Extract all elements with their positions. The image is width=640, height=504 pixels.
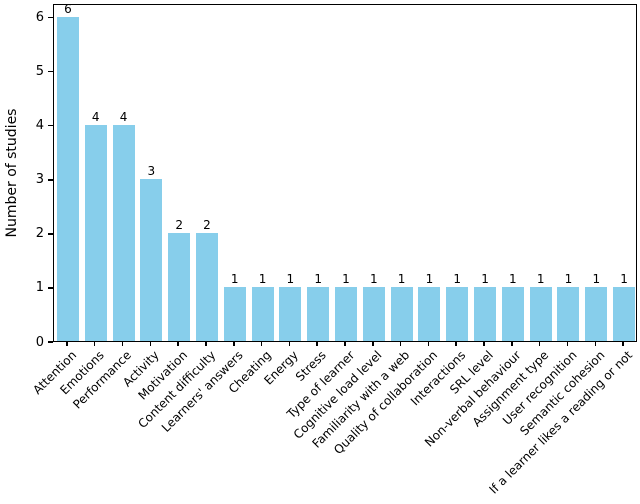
- x-tick-mark: [205, 342, 207, 346]
- bar: [251, 286, 274, 341]
- bar: [501, 286, 524, 341]
- y-tick-label: 4: [35, 118, 44, 134]
- bar-value-label: 1: [564, 271, 573, 286]
- y-tick-mark: [48, 16, 53, 19]
- bar: [446, 286, 469, 341]
- y-tick-mark: [48, 70, 53, 73]
- x-tick-mark: [316, 342, 318, 346]
- x-tick-mark: [260, 342, 263, 346]
- bar-value-label: 1: [425, 271, 434, 286]
- bar: [474, 286, 497, 341]
- x-tick-mark: [566, 342, 569, 346]
- x-tick-mark: [149, 342, 152, 346]
- x-tick-mark: [594, 342, 597, 346]
- x-tick-mark: [233, 342, 235, 346]
- bar-value-label: 1: [481, 271, 489, 286]
- bar: [140, 178, 163, 341]
- y-tick-mark: [48, 341, 53, 343]
- y-tick-label: 2: [35, 226, 44, 242]
- x-tick-mark: [93, 342, 96, 346]
- bar-value-label: 1: [258, 271, 267, 286]
- bar-value-label: 1: [509, 271, 517, 286]
- bar-value-label: 4: [119, 109, 128, 124]
- bar-value-label: 6: [64, 1, 72, 16]
- bar-value-label: 1: [230, 271, 239, 286]
- y-tick-label: 0: [35, 334, 44, 350]
- bar: [613, 286, 636, 341]
- bar-value-label: 1: [620, 271, 628, 286]
- bar: [307, 286, 330, 341]
- y-tick-label: 6: [35, 10, 44, 26]
- bar: [335, 286, 357, 341]
- bar: [529, 286, 552, 341]
- x-tick-mark: [66, 342, 68, 346]
- bar: [84, 124, 107, 341]
- bar: [223, 286, 246, 341]
- bar-value-label: 1: [397, 271, 406, 286]
- bar: [557, 286, 580, 341]
- bar-value-label: 4: [91, 109, 100, 124]
- bar: [168, 232, 191, 341]
- bar: [362, 286, 385, 341]
- y-tick-label: 3: [35, 172, 44, 188]
- x-tick-mark: [483, 342, 485, 346]
- y-tick-mark: [48, 233, 53, 235]
- bar-value-label: 3: [147, 163, 156, 178]
- bar: [390, 286, 413, 341]
- bar-value-label: 1: [369, 271, 378, 286]
- x-tick-mark: [511, 342, 513, 346]
- bar-value-label: 1: [592, 271, 601, 286]
- bar-value-label: 1: [342, 271, 350, 286]
- x-tick-mark: [344, 342, 346, 346]
- bar-value-label: 1: [453, 271, 462, 286]
- x-tick-mark: [288, 342, 291, 346]
- bar-value-label: 1: [314, 271, 323, 286]
- y-tick-label: 5: [35, 64, 44, 80]
- plot-area: 6 4 4 3 2 2 1 1 1 1 1 1 1 1 1 1 1 1 1 1 1: [53, 1, 637, 342]
- bar-value-label: 2: [203, 217, 211, 232]
- y-tick-mark: [48, 179, 53, 181]
- bar: [56, 16, 79, 341]
- bar-value-label: 1: [536, 271, 545, 286]
- x-axis-labels: Attention Emotions Performance Activity Moti…: [30, 348, 637, 504]
- x-tick-mark: [372, 342, 374, 346]
- x-tick-mark: [427, 342, 430, 346]
- x-tick-mark: [399, 342, 402, 346]
- bar: [112, 124, 135, 341]
- bar-value-label: 2: [175, 217, 183, 232]
- x-tick-mark: [538, 342, 541, 346]
- x-tick-mark: [121, 342, 124, 346]
- x-tick-mark: [455, 342, 457, 346]
- y-tick-label: 1: [35, 280, 44, 296]
- bar: [585, 286, 608, 341]
- bar: [195, 232, 218, 341]
- bar: [279, 286, 302, 341]
- bar: [418, 286, 441, 341]
- y-tick-mark: [48, 287, 53, 289]
- x-tick-mark: [177, 342, 179, 346]
- bar-value-label: 1: [286, 271, 295, 286]
- y-tick-mark: [48, 124, 53, 127]
- x-tick-mark: [622, 342, 624, 346]
